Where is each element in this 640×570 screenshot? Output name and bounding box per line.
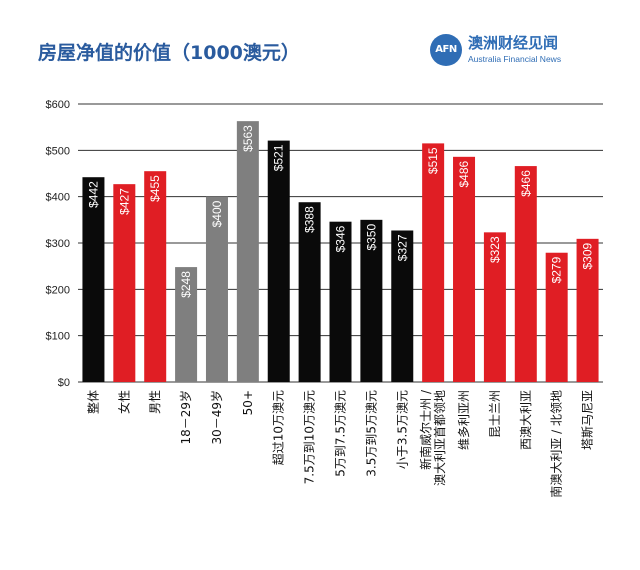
chart-title: 房屋净值的价值（1000澳元） <box>38 42 300 64</box>
bar <box>113 184 136 382</box>
data-label: $327 <box>395 234 409 261</box>
y-tick-label: $100 <box>46 331 70 343</box>
bar <box>483 232 506 382</box>
x-tick-label: 女性 <box>116 390 131 414</box>
x-tick-label: 塔斯马尼亚 <box>581 390 595 450</box>
data-label: $563 <box>241 125 255 152</box>
x-tick-label: 维多利亚州 <box>457 390 471 450</box>
data-label: $427 <box>117 188 131 215</box>
bar <box>453 156 476 382</box>
y-tick-label: $400 <box>46 192 70 204</box>
data-label: $346 <box>334 225 348 252</box>
bar <box>329 221 352 382</box>
y-tick-label: $200 <box>46 284 70 296</box>
y-tick-label: $500 <box>46 145 70 157</box>
bar <box>576 238 599 382</box>
bar <box>422 143 445 382</box>
afn-logo: AFN 澳洲财经见闻 Australia Financial News <box>430 32 610 72</box>
bar <box>267 140 290 382</box>
data-label: $279 <box>550 256 564 283</box>
x-tick-label: 18－29岁 <box>178 390 193 445</box>
y-tick-label: $300 <box>46 238 70 250</box>
afn-logo-icon: AFN <box>430 34 462 66</box>
data-label: $248 <box>179 271 193 298</box>
bar <box>144 171 167 382</box>
logo-name-cn: 澳洲财经见闻 <box>468 34 559 52</box>
bar <box>360 219 383 382</box>
bar <box>205 196 228 382</box>
x-tick-label: 7.5万到10万澳元 <box>303 390 317 484</box>
logo-name-en: Australia Financial News <box>468 54 562 64</box>
data-label: $400 <box>210 200 224 227</box>
x-tick-label: 超过10万澳元 <box>271 390 286 465</box>
x-tick-label: 整体 <box>85 390 100 414</box>
bar <box>236 121 259 382</box>
data-label: $442 <box>86 181 100 208</box>
x-tick-label: 昆士兰州 <box>488 390 502 438</box>
x-tick-label: 南澳大利亚 / 北领地 <box>549 390 564 498</box>
data-label: $466 <box>519 170 533 197</box>
x-tick-label: 西澳大利亚 <box>519 390 533 450</box>
bar <box>175 267 198 382</box>
data-label: $350 <box>364 224 378 251</box>
data-label: $521 <box>272 144 286 171</box>
x-tick-label: 澳大利亚首都领地 <box>433 390 447 486</box>
data-label: $486 <box>457 161 471 188</box>
x-tick-label: 小于3.5万澳元 <box>395 390 409 469</box>
bar <box>298 202 321 382</box>
x-tick-label: 5万到7.5万澳元 <box>334 390 348 477</box>
data-label: $323 <box>488 236 502 263</box>
y-tick-label: $600 <box>46 99 70 111</box>
data-label: $388 <box>303 206 317 233</box>
bar <box>514 166 537 382</box>
y-tick-label: $0 <box>58 377 70 389</box>
x-tick-label: 男性 <box>148 390 162 414</box>
data-label: $515 <box>426 147 440 174</box>
bar <box>82 177 105 382</box>
bar <box>545 252 568 382</box>
data-label: $455 <box>148 175 162 202</box>
bar <box>391 230 414 382</box>
data-label: $309 <box>581 243 595 270</box>
x-tick-label: 新南威尔士州 / <box>418 389 433 470</box>
x-tick-label: 30－49岁 <box>209 390 224 445</box>
x-tick-label: 3.5万到5万澳元 <box>364 390 378 477</box>
x-tick-label: 50+ <box>241 390 255 415</box>
